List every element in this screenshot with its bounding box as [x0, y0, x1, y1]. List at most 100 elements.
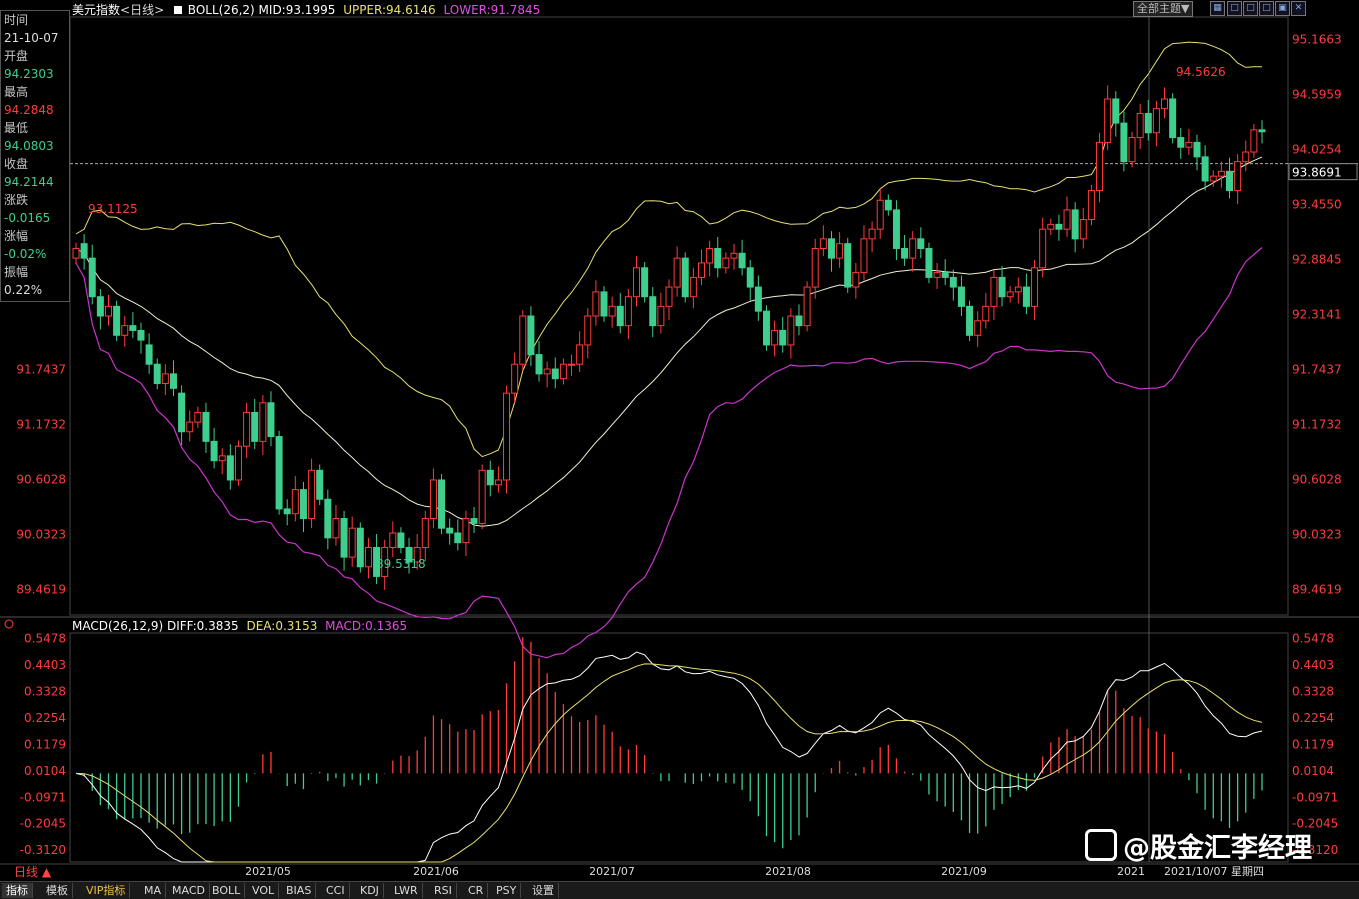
tab-vol[interactable]: VOL: [248, 883, 280, 898]
candle-body: [421, 518, 429, 548]
candle-body: [754, 286, 762, 312]
candle-body: [251, 411, 259, 442]
tab-rsi[interactable]: RSI: [430, 883, 457, 898]
candle-body: [145, 344, 153, 365]
pct-value: -0.02%: [4, 247, 47, 261]
candle-body: [641, 267, 649, 298]
candle-body: [356, 527, 364, 568]
candle-body: [689, 276, 697, 298]
macd-value: MACD:0.1365: [325, 619, 408, 633]
candle-body: [364, 546, 372, 568]
candle-body: [966, 305, 974, 336]
window-icon[interactable]: □: [1227, 1, 1242, 16]
candle-body: [917, 238, 925, 249]
boll-name: BOLL(26,2): [187, 3, 255, 17]
tab-cci[interactable]: CCI: [322, 883, 350, 898]
period-label[interactable]: <日线>: [120, 3, 165, 17]
high-value: 94.2848: [4, 103, 54, 117]
candle-body: [202, 411, 210, 442]
tab-boll[interactable]: BOLL: [208, 883, 246, 898]
candle-body: [714, 247, 722, 269]
tab-bias[interactable]: BIAS: [282, 883, 317, 898]
tab-settings[interactable]: 设置: [528, 883, 559, 898]
candle-body: [519, 315, 527, 365]
tab-psy[interactable]: PSY: [492, 883, 522, 898]
left-high-annotation: 93.1125: [88, 202, 138, 216]
candle-body: [104, 305, 112, 317]
candle-body: [633, 267, 641, 298]
window2-icon[interactable]: □: [1243, 1, 1258, 16]
candle-body: [1242, 151, 1250, 163]
tab-lwr[interactable]: LWR: [390, 883, 423, 898]
candle-body: [1112, 98, 1120, 124]
window4-icon[interactable]: ▣: [1275, 1, 1290, 16]
macd-tick-right: -0.3120: [1292, 843, 1338, 857]
candle-body: [1006, 291, 1014, 298]
macd-tick-right: 0.0104: [1292, 764, 1334, 778]
current-price-label: 93.8691: [1292, 166, 1342, 180]
macd-tick-left: -0.3120: [20, 843, 66, 857]
tab-template[interactable]: 模板: [42, 883, 73, 898]
low-label: 最低: [4, 121, 29, 135]
candle-body: [892, 209, 900, 249]
candle-body: [381, 546, 389, 577]
close-label: 收盘: [4, 157, 29, 171]
candle-body: [1169, 98, 1177, 139]
candle-body: [1217, 170, 1225, 177]
candle-body: [137, 329, 145, 341]
candle-body: [1087, 190, 1095, 221]
grid-icon[interactable]: ▦: [1210, 1, 1225, 16]
price-tick-right: 91.1732: [1292, 418, 1342, 432]
change-label: 涨跌: [4, 193, 29, 207]
boll-upper: UPPER:94.6146: [343, 3, 436, 17]
candle-body: [990, 276, 998, 307]
candle-body: [494, 479, 502, 486]
price-tick-left: 91.7437: [16, 363, 66, 377]
macd-tick-right: -0.2045: [1292, 817, 1338, 831]
candle-body: [730, 252, 738, 259]
candle-body: [762, 310, 770, 346]
price-tick-right: 93.4550: [1292, 198, 1342, 212]
candle-body: [129, 325, 137, 331]
candle-body: [291, 489, 299, 515]
open-label: 开盘: [4, 49, 29, 63]
macd-diff: DIFF:0.3835: [166, 619, 239, 633]
candle-body: [462, 518, 470, 544]
tab-kdj[interactable]: KDJ: [356, 883, 384, 898]
day-period-button[interactable]: 日线 ▲: [14, 865, 52, 879]
close-icon[interactable]: ✕: [1291, 1, 1306, 16]
candle-body: [72, 247, 80, 259]
indicator-tab-bar: 指标 模板 VIP指标 MA MACD BOLL VOL BIAS CCI KD…: [0, 881, 1359, 899]
price-tick-right: 90.0323: [1292, 528, 1342, 542]
tab-indicator[interactable]: 指标: [2, 883, 33, 898]
candle-body: [1022, 286, 1030, 307]
candle-body: [405, 546, 413, 563]
date-tick: 2021/08: [765, 865, 811, 878]
candle-body: [1031, 267, 1039, 307]
macd-dea: DEA:0.3153: [246, 619, 318, 633]
time-label: 时间: [4, 13, 29, 27]
theme-dropdown[interactable]: 全部主题▼: [1133, 1, 1194, 17]
tab-macd[interactable]: MACD: [168, 883, 210, 898]
candle-body: [551, 368, 559, 380]
tab-vip[interactable]: VIP指标: [82, 883, 131, 898]
candle-body: [1185, 141, 1193, 148]
candle-body: [836, 243, 844, 259]
tab-ma[interactable]: MA: [140, 883, 167, 898]
candle-body: [1161, 98, 1169, 110]
candle-body: [486, 469, 494, 486]
macd-header: MACD(26,12,9) DIFF:0.3835 DEA:0.3153 MAC…: [72, 619, 407, 633]
window3-icon[interactable]: □: [1259, 1, 1274, 16]
candle-body: [673, 257, 681, 288]
price-tick-right: 92.3141: [1292, 308, 1342, 322]
price-tick-left: 89.4619: [16, 583, 66, 597]
price-tick-right: 92.8845: [1292, 253, 1342, 267]
time-value: 21-10-07: [4, 31, 59, 45]
change-value: -0.0165: [4, 211, 51, 225]
candle-body: [608, 305, 616, 317]
pct-label: 涨幅: [4, 229, 29, 243]
candle-body: [1193, 141, 1201, 158]
tab-cr[interactable]: CR: [464, 883, 489, 898]
candle-body: [974, 320, 982, 336]
